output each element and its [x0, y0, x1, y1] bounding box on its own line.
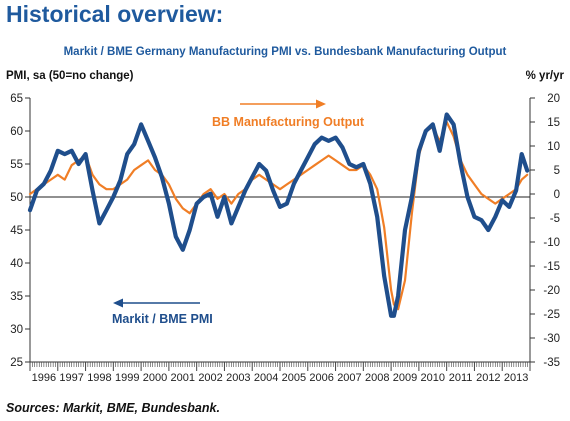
series-group: [27, 112, 530, 318]
page-heading: Historical overview:: [6, 1, 224, 27]
x-tick-label: 2008: [365, 372, 389, 384]
y-left-tick-label: 35: [10, 291, 23, 303]
y-right-tick-label: -15: [543, 261, 560, 273]
y-right-tick-label: -35: [543, 357, 560, 369]
x-tick-label: 2000: [143, 372, 167, 384]
y-axis-left-label: PMI, sa (50=no change): [6, 70, 134, 82]
x-tick-label: 1996: [32, 372, 56, 384]
x-tick-label: 1998: [87, 372, 111, 384]
annotations-group: BB Manufacturing Output Markit / BME PMI: [112, 99, 365, 326]
y-left-tick-label: 45: [10, 225, 23, 237]
y-axis-right-label: % yr/yr: [525, 70, 564, 82]
x-tick-label: 2009: [393, 372, 417, 384]
annotation-output-label: BB Manufacturing Output: [212, 115, 365, 129]
y-right-tick-label: -25: [543, 309, 560, 321]
y-left-tick-label: 25: [10, 357, 23, 369]
x-tick-label: 1999: [115, 372, 139, 384]
annotation-pmi-label: Markit / BME PMI: [112, 312, 213, 326]
x-tick-label: 2006: [309, 372, 333, 384]
x-tick-label: 1997: [59, 372, 83, 384]
x-tick-label: 2001: [171, 372, 195, 384]
y-right-tick-label: 5: [554, 165, 560, 177]
y-right-tick-label: 20: [547, 93, 560, 105]
y-right-tick-label: -5: [550, 213, 560, 225]
x-tick-label: 2007: [337, 372, 361, 384]
x-tick-label: 2010: [421, 372, 445, 384]
y-left-tick-label: 65: [10, 93, 23, 105]
y-left-tick-label: 60: [10, 126, 23, 138]
y-right-tick-label: -30: [543, 333, 560, 345]
y-left-tick-label: 40: [10, 258, 23, 270]
chart-title: Markit / BME Germany Manufacturing PMI v…: [63, 46, 507, 58]
y-right-tick-label: -20: [543, 285, 560, 297]
x-tick-label: 2005: [282, 372, 306, 384]
y-right-tick-label: 0: [554, 189, 560, 201]
x-tick-label: 2004: [254, 372, 278, 384]
x-tick-label: 2013: [504, 372, 528, 384]
sources-note: Sources: Markit, BME, Bundesbank.: [6, 401, 220, 415]
annotation-pmi-arrow-head: [113, 298, 123, 308]
series-line-pmi: [27, 112, 530, 318]
y-left-tick-label: 55: [10, 159, 23, 171]
y-left-tick-label: 50: [10, 192, 23, 204]
annotation-output-arrow-head: [316, 99, 326, 109]
x-tick-label: 2002: [198, 372, 222, 384]
axes-group: 65605550454035302520151050-5-10-15-20-25…: [10, 93, 560, 384]
y-right-tick-label: -10: [543, 237, 560, 249]
y-left-tick-label: 30: [10, 324, 23, 336]
y-right-tick-label: 15: [547, 117, 560, 129]
x-tick-label: 2003: [226, 372, 250, 384]
x-tick-label: 2011: [449, 372, 473, 384]
x-tick-label: 2012: [476, 372, 500, 384]
y-right-tick-label: 10: [547, 141, 560, 153]
